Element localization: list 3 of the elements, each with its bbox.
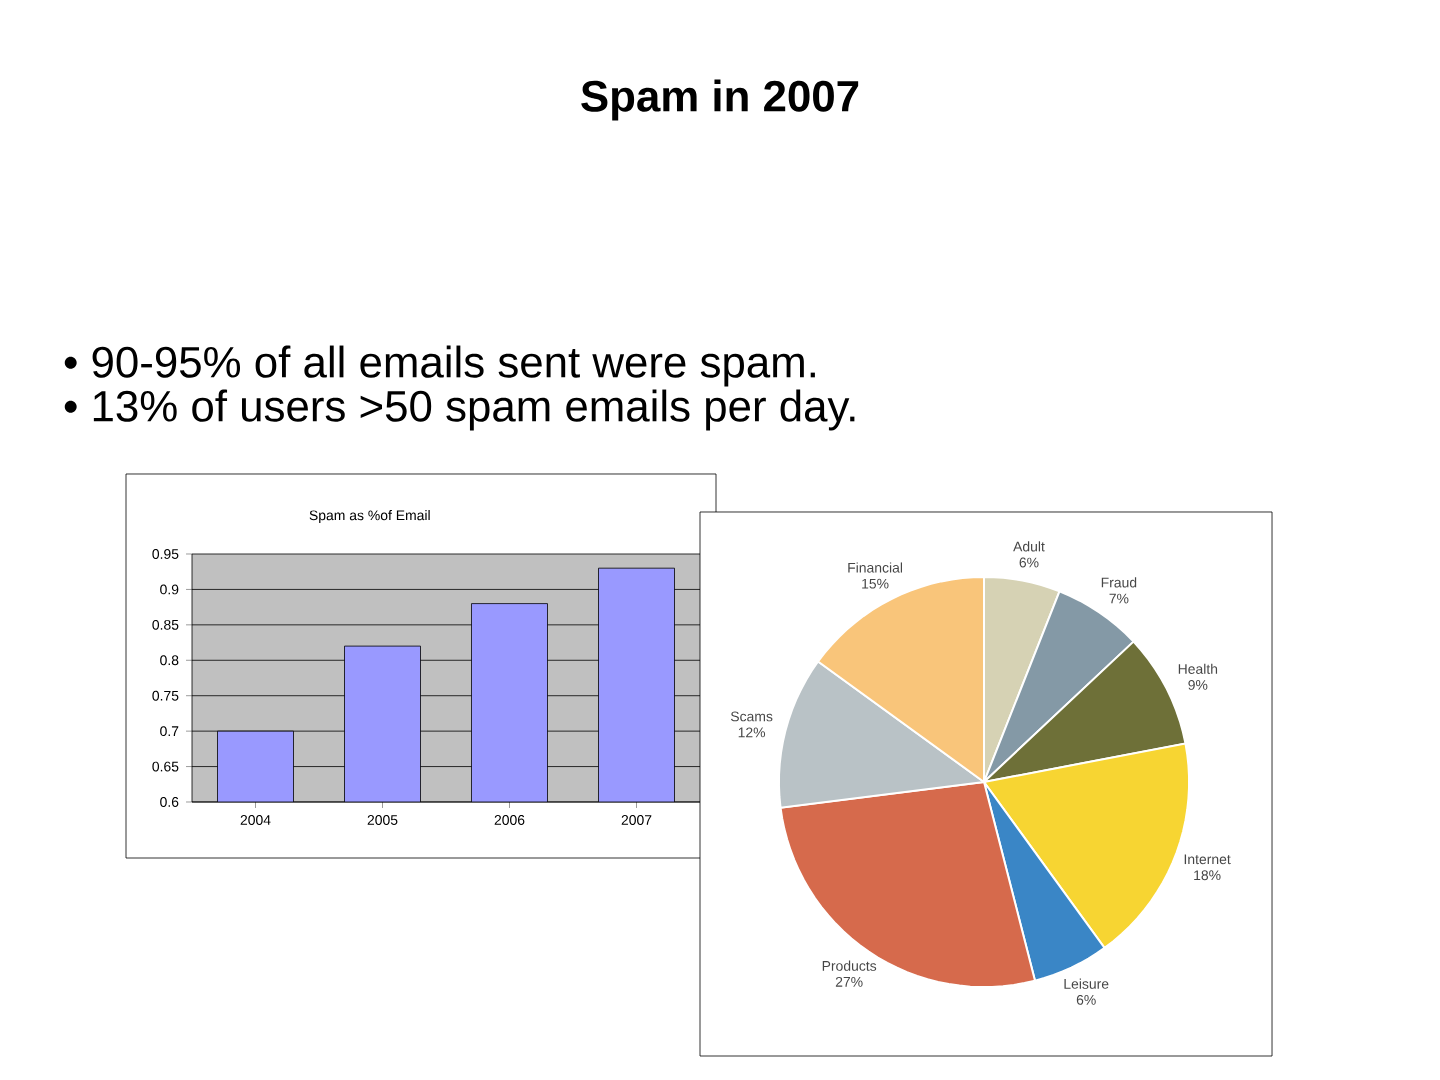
- text: • 90-95% of all emails sent were spam.: [64, 345, 815, 387]
- text: Spam in 2007: [581, 79, 859, 121]
- text: • 13% of users >50 spam emails per day.: [64, 389, 855, 431]
